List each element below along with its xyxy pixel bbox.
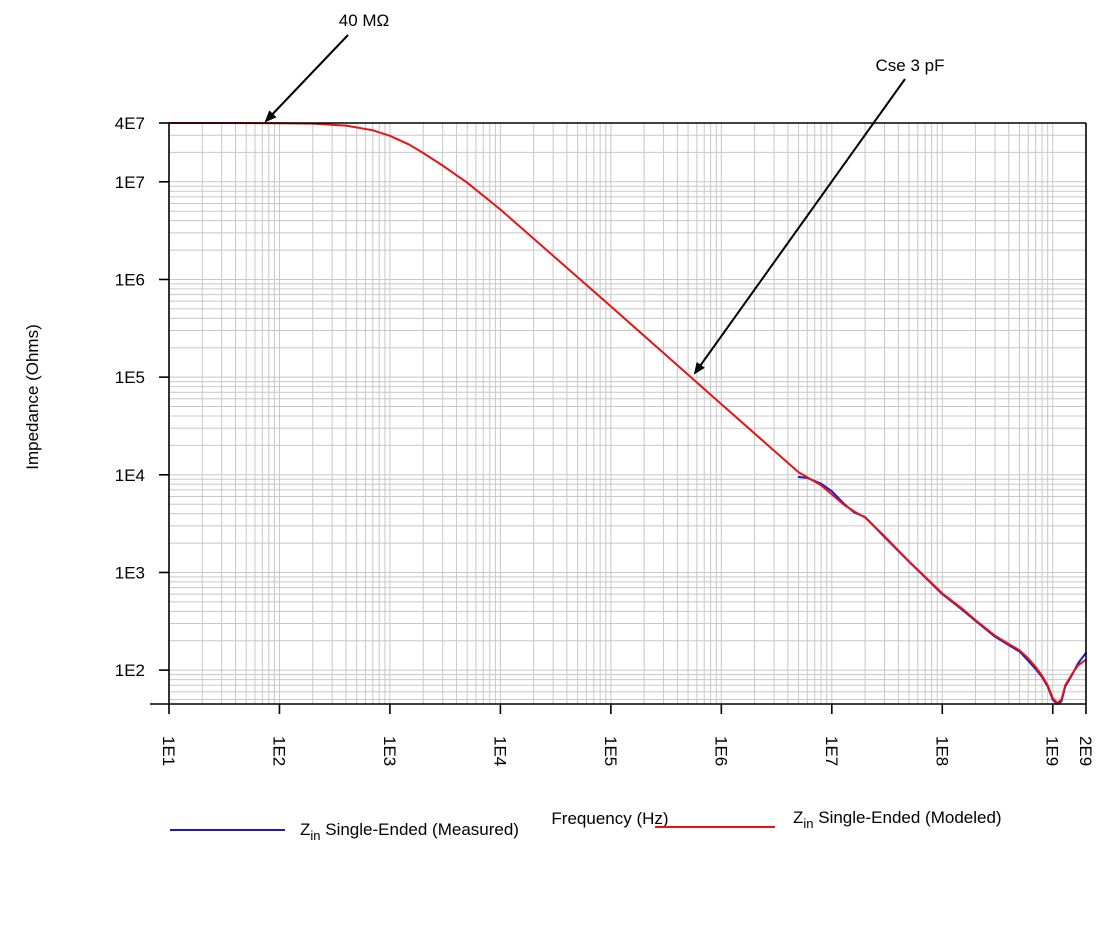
x-axis-title: Frequency (Hz) [551, 809, 668, 828]
y-tick-label: 1E7 [115, 173, 145, 192]
annotations: 40 MΩ Cse 3 pF [264, 11, 945, 375]
y-axis-title: Impedance (Ohms) [23, 324, 42, 470]
annotation-cse-3pf: Cse 3 pF [876, 56, 945, 75]
x-tick-label: 1E1 [159, 736, 178, 766]
legend: Zin Single-Ended (Measured) Zin Single-E… [170, 808, 1002, 843]
axes [150, 122, 1087, 705]
x-tick-label: 1E7 [822, 736, 841, 766]
x-tick-label: 1E4 [490, 736, 509, 766]
legend-item-modeled: Zin Single-Ended (Modeled) [655, 808, 1002, 831]
x-tick-label: 1E3 [380, 736, 399, 766]
annotation-cse-arrow [693, 78, 906, 375]
ticks: 1E1 1E2 1E3 1E4 1E5 1E6 1E7 1E8 1E9 2E9 4E7 1E7 1E6 1… [115, 114, 1095, 766]
series-layer [168, 122, 1087, 705]
x-tick-label: 1E6 [711, 736, 730, 766]
legend-label-modeled: Zin Single-Ended (Modeled) [793, 808, 1002, 831]
x-tick-label: 1E8 [932, 736, 951, 766]
x-tick-label: 1E9 [1043, 736, 1062, 766]
y-tick-label: 1E5 [115, 368, 145, 387]
legend-item-measured: Zin Single-Ended (Measured) [170, 820, 519, 843]
legend-label-measured: Zin Single-Ended (Measured) [300, 820, 519, 843]
y-tick-label: 1E2 [115, 661, 145, 680]
y-tick-label: 1E3 [115, 563, 145, 582]
series-line-modeled [168, 122, 1087, 705]
annotation-40mohm: 40 MΩ [339, 11, 390, 30]
x-tick-label: 1E2 [269, 736, 288, 766]
y-tick-label: 4E7 [115, 114, 145, 133]
grid [168, 122, 1087, 704]
x-tick-label: 1E5 [601, 736, 620, 766]
x-tick-label: 2E9 [1076, 736, 1095, 766]
y-tick-label: 1E6 [115, 270, 145, 289]
y-tick-label: 1E4 [115, 466, 145, 485]
annotation-40mohm-arrow [264, 34, 349, 123]
